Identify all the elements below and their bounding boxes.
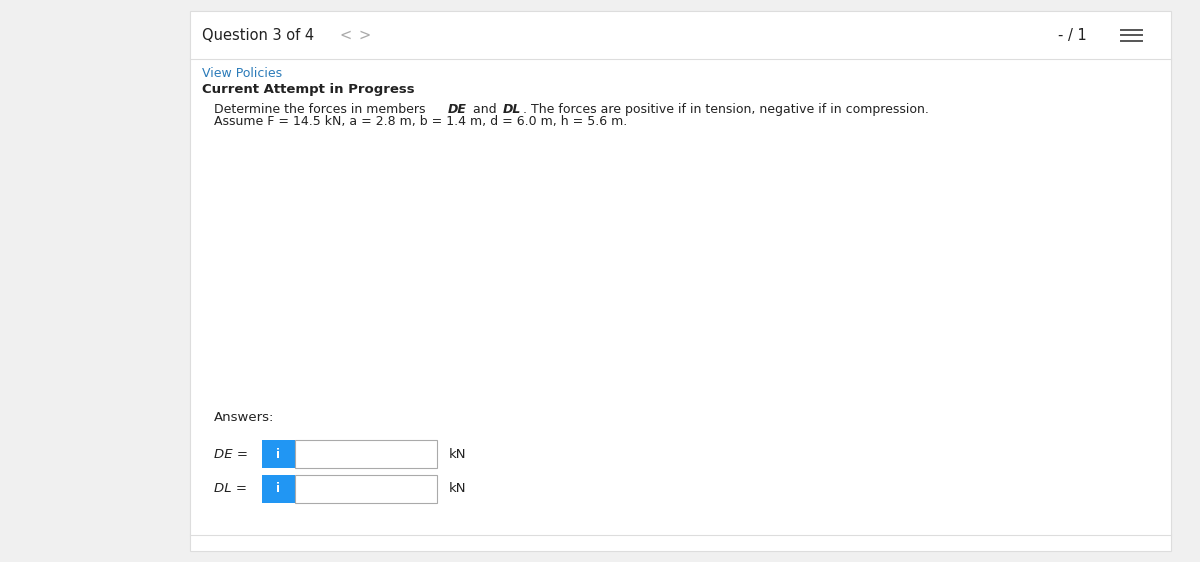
Text: >: > <box>359 28 371 43</box>
Text: A: A <box>235 360 244 373</box>
Text: h: h <box>220 261 227 274</box>
Text: DE: DE <box>449 103 467 116</box>
Text: J: J <box>438 237 442 250</box>
Text: <: < <box>340 28 352 43</box>
Text: i: i <box>276 447 281 461</box>
Text: kN: kN <box>449 447 467 461</box>
Text: E: E <box>307 164 316 176</box>
Text: N: N <box>313 360 323 373</box>
Text: d: d <box>275 151 283 164</box>
Text: Current Attempt in Progress: Current Attempt in Progress <box>202 83 414 97</box>
Text: d: d <box>470 151 478 164</box>
Text: M: M <box>312 291 323 304</box>
Polygon shape <box>305 358 318 362</box>
Text: i: i <box>276 482 281 496</box>
Text: B: B <box>234 291 241 304</box>
Text: d: d <box>340 151 348 164</box>
Text: F: F <box>508 269 516 282</box>
Text: Assume F = 14.5 kN, a = 2.8 m, b = 1.4 m, d = 6.0 m, h = 5.6 m.: Assume F = 14.5 kN, a = 2.8 m, b = 1.4 m… <box>214 115 626 129</box>
Text: h: h <box>220 321 227 334</box>
Circle shape <box>308 362 314 368</box>
Text: DL: DL <box>503 103 521 116</box>
Text: View Policies: View Policies <box>202 67 282 80</box>
Text: Answers:: Answers: <box>214 410 274 424</box>
Text: C: C <box>234 230 242 243</box>
Text: h: h <box>220 200 227 213</box>
Text: Determine the forces in members: Determine the forces in members <box>214 103 430 116</box>
Text: K: K <box>372 237 380 250</box>
Text: H: H <box>508 166 516 179</box>
Text: and: and <box>469 103 500 116</box>
Text: F: F <box>373 164 380 176</box>
Text: G: G <box>433 164 443 176</box>
Text: a: a <box>522 200 530 213</box>
Polygon shape <box>240 358 253 366</box>
Text: I: I <box>511 230 515 243</box>
Text: DL =: DL = <box>214 482 247 496</box>
Text: b: b <box>522 239 530 252</box>
Text: D: D <box>233 166 242 179</box>
Text: Question 3 of 4: Question 3 of 4 <box>202 28 313 43</box>
Text: kN: kN <box>449 482 467 496</box>
Text: DE =: DE = <box>214 447 247 461</box>
Text: L: L <box>308 237 314 250</box>
Text: . The forces are positive if in tension, negative if in compression.: . The forces are positive if in tension,… <box>523 103 929 116</box>
Text: d: d <box>406 151 413 164</box>
Text: - / 1: - / 1 <box>1058 28 1087 43</box>
